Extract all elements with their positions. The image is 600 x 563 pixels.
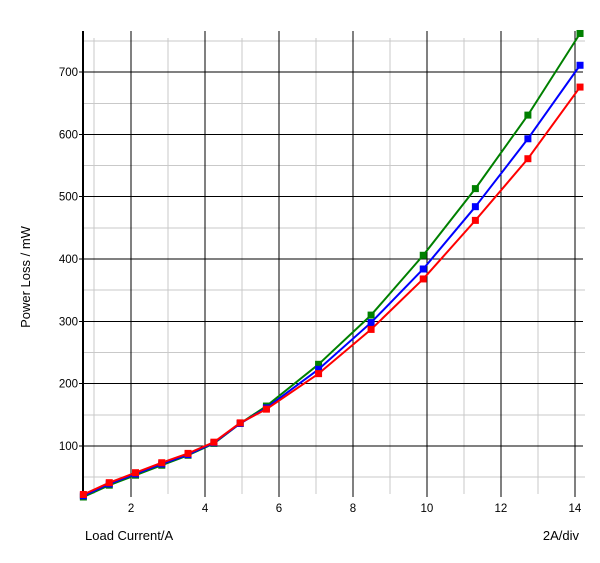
- x-tick-label: 12: [495, 503, 508, 515]
- data-point-marker: [419, 251, 427, 259]
- data-point-marker: [210, 438, 218, 446]
- series-green-markers: [79, 29, 584, 501]
- y-tick-label: 400: [59, 254, 78, 266]
- data-point-marker: [471, 185, 479, 193]
- data-point-marker: [576, 61, 584, 69]
- x-scale-per-div-label: 2A/div: [543, 528, 580, 543]
- data-point-marker: [315, 365, 323, 373]
- y-tick-label: 200: [59, 379, 78, 391]
- data-point-marker: [367, 319, 375, 327]
- data-point-marker: [471, 216, 479, 224]
- y-tick-label: 100: [59, 441, 78, 453]
- data-point-marker: [524, 111, 532, 119]
- series-red-line: [82, 86, 581, 496]
- x-tick-label: 6: [276, 503, 282, 515]
- data-point-marker: [158, 459, 166, 467]
- y-tick-label: 600: [59, 129, 78, 141]
- series-blue-markers: [79, 61, 584, 500]
- data-point-marker: [315, 370, 323, 378]
- y-tick-label: 500: [59, 192, 78, 204]
- y-tick-label: 700: [59, 67, 78, 79]
- data-point-marker: [576, 29, 584, 37]
- x-tick-label: 8: [350, 503, 356, 515]
- data-point-marker: [132, 469, 140, 477]
- y-tick-labels: 100 200 300 400 500 600 700: [59, 67, 78, 453]
- data-point-marker: [262, 405, 270, 413]
- series-blue: [79, 61, 584, 500]
- data-point-marker: [79, 491, 87, 499]
- data-point-marker: [576, 83, 584, 91]
- y-axis-title: Power Loss / mW: [18, 225, 33, 328]
- x-tick-labels: 2 4 6 8 10 12 14: [128, 503, 582, 515]
- data-point-marker: [236, 419, 244, 427]
- data-point-marker: [367, 311, 375, 319]
- data-point-marker: [524, 135, 532, 143]
- x-tick-label: 10: [421, 503, 434, 515]
- x-axis-title: Load Current/A: [85, 528, 173, 543]
- data-point-marker: [315, 360, 323, 368]
- data-point-marker: [471, 203, 479, 211]
- series-red-markers: [79, 83, 584, 499]
- x-tick-label: 4: [202, 503, 209, 515]
- series-green: [79, 29, 584, 501]
- x-tick-label: 14: [568, 503, 581, 515]
- y-tick-label: 300: [59, 316, 78, 328]
- series-red: [79, 83, 584, 499]
- data-point-marker: [419, 265, 427, 273]
- minor-gridlines: [84, 38, 585, 494]
- major-gridlines: [79, 31, 583, 497]
- x-tick-label: 2: [128, 503, 134, 515]
- data-point-marker: [419, 275, 427, 283]
- series-blue-line: [82, 64, 581, 497]
- data-point-marker: [105, 479, 113, 487]
- data-point-marker: [524, 155, 532, 163]
- data-point-marker: [184, 449, 192, 457]
- data-point-marker: [367, 325, 375, 333]
- plot-layers: 100 200 300 400 500 600 700 2 4 6 8 10 12 14: [59, 29, 585, 515]
